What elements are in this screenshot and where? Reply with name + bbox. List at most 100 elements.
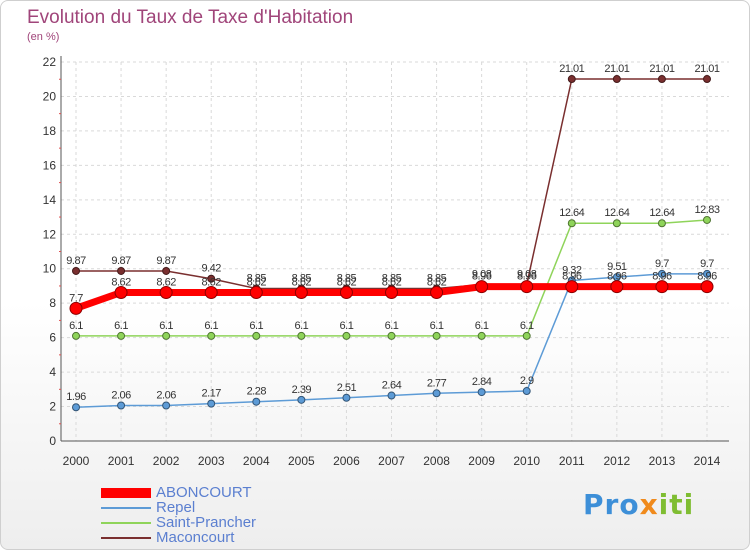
- data-point: [387, 331, 396, 340]
- data-label: 7.7: [69, 292, 83, 304]
- x-tick-label: 2002: [153, 454, 180, 468]
- data-point: [522, 331, 531, 340]
- legend-item: Maconcourt: [101, 529, 421, 546]
- data-point: [162, 401, 171, 410]
- data-label: 9.08: [472, 269, 492, 281]
- data-point: [612, 219, 621, 228]
- data-label: 9.87: [66, 255, 86, 267]
- x-tick-label: 2000: [63, 454, 90, 468]
- data-label: 6.1: [340, 320, 354, 332]
- data-point: [342, 393, 351, 402]
- x-tick-label: 2004: [243, 454, 270, 468]
- data-label: 12.64: [604, 207, 629, 219]
- data-label: 2.51: [337, 382, 357, 394]
- data-label: 8.62: [382, 277, 402, 289]
- x-tick-label: 2007: [378, 454, 405, 468]
- data-label: 6.1: [159, 320, 173, 332]
- data-label: 8.85: [427, 273, 447, 285]
- y-tick-label: 14: [43, 193, 57, 207]
- data-label: 2.06: [156, 390, 176, 402]
- y-tick-label: 10: [43, 262, 57, 276]
- data-point: [162, 331, 171, 340]
- data-label: 9.7: [700, 258, 714, 270]
- y-tick-label: 2: [49, 400, 56, 414]
- y-tick-label: 8: [49, 296, 56, 310]
- data-label: 9.42: [202, 263, 222, 275]
- data-label: 9.87: [156, 255, 176, 267]
- legend-label: Maconcourt: [156, 529, 235, 546]
- legend: ABONCOURT Repel Saint-Prancher Maconcourt: [101, 484, 421, 546]
- data-point: [610, 280, 624, 294]
- legend-label: Saint-Prancher: [156, 514, 257, 531]
- data-label: 8.62: [337, 277, 357, 289]
- y-tick-label: 20: [43, 89, 57, 103]
- data-label: 12.64: [559, 207, 584, 219]
- data-label: 6.1: [430, 320, 444, 332]
- data-label: 21.01: [694, 63, 719, 75]
- data-point: [657, 219, 666, 228]
- data-point: [207, 331, 216, 340]
- x-tick-label: 2003: [198, 454, 225, 468]
- data-point: [657, 75, 666, 84]
- x-tick-label: 2011: [559, 454, 585, 468]
- data-point: [294, 286, 308, 300]
- data-point: [207, 274, 216, 283]
- x-tick-label: 2006: [333, 454, 360, 468]
- data-point: [655, 280, 669, 294]
- data-label: 2.77: [427, 377, 447, 389]
- data-point: [565, 280, 579, 294]
- legend-label: Repel: [156, 499, 196, 516]
- y-tick-label: 12: [43, 227, 57, 241]
- x-tick-label: 2013: [649, 454, 676, 468]
- data-point: [252, 331, 261, 340]
- data-point: [475, 280, 489, 294]
- data-point: [72, 331, 80, 340]
- logo-part-1: Pro: [583, 488, 640, 521]
- data-point: [159, 286, 173, 300]
- data-label: 12.64: [649, 207, 674, 219]
- data-label: 8.62: [427, 277, 447, 289]
- data-label: 6.1: [294, 320, 308, 332]
- legend-swatch: [101, 522, 151, 524]
- data-label: 9.32: [562, 264, 582, 276]
- data-label: 8.85: [337, 273, 357, 285]
- data-label: 2.06: [111, 390, 131, 402]
- data-point: [432, 331, 441, 340]
- data-point: [117, 401, 126, 410]
- data-label: 9.87: [111, 255, 131, 267]
- legend-label: ABONCOURT: [156, 484, 252, 501]
- data-point: [117, 266, 126, 275]
- x-tick-label: 2001: [108, 454, 135, 468]
- data-label: 2.9: [520, 375, 534, 387]
- x-tick-label: 2014: [694, 454, 721, 468]
- legend-swatch: [101, 488, 151, 498]
- legend-item: Repel: [101, 499, 421, 516]
- data-point: [567, 75, 576, 84]
- y-tick-label: 4: [49, 365, 56, 379]
- data-label: 6.1: [114, 320, 128, 332]
- data-label: 6.1: [69, 320, 83, 332]
- data-point: [612, 75, 621, 84]
- data-label: 6.1: [385, 320, 399, 332]
- data-label: 8.62: [111, 277, 131, 289]
- data-label: 8.85: [292, 273, 312, 285]
- data-label: 12.83: [694, 204, 719, 216]
- data-point: [162, 266, 171, 275]
- data-point: [249, 286, 263, 300]
- data-point: [703, 269, 711, 278]
- data-label: 8.62: [292, 277, 312, 289]
- data-label: 8.96: [697, 271, 717, 283]
- y-tick-label: 16: [43, 158, 57, 172]
- data-label: 8.85: [382, 273, 402, 285]
- data-point: [339, 286, 353, 300]
- data-point: [387, 391, 396, 400]
- chart-title: Evolution du Taux de Taxe d'Habitation: [27, 7, 354, 28]
- data-point: [72, 266, 80, 275]
- data-point: [522, 387, 531, 396]
- data-point: [72, 403, 80, 412]
- x-tick-label: 2009: [468, 454, 495, 468]
- data-point: [657, 269, 666, 278]
- y-tick-label: 0: [49, 434, 56, 448]
- data-label: 6.1: [249, 320, 263, 332]
